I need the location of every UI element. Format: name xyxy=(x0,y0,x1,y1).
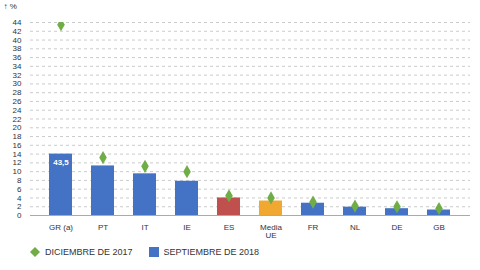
svg-text:36: 36 xyxy=(13,53,22,62)
svg-text:28: 28 xyxy=(13,88,22,97)
svg-text:GR (a): GR (a) xyxy=(49,223,73,232)
svg-text:42: 42 xyxy=(13,27,22,36)
svg-text:IE: IE xyxy=(183,223,191,232)
svg-text:MediaUE: MediaUE xyxy=(260,223,282,240)
svg-text:2: 2 xyxy=(17,202,22,211)
svg-text:12: 12 xyxy=(13,158,22,167)
svg-text:14: 14 xyxy=(13,150,22,159)
svg-text:10: 10 xyxy=(13,167,22,176)
svg-text:30: 30 xyxy=(13,79,22,88)
svg-text:6: 6 xyxy=(17,185,22,194)
svg-text:18: 18 xyxy=(13,132,22,141)
svg-text:16: 16 xyxy=(13,141,22,150)
html-text:SEPTIEMBRE DE 2018: SEPTIEMBRE DE 2018 xyxy=(163,247,260,257)
svg-text:PT: PT xyxy=(98,223,108,232)
svg-text:4: 4 xyxy=(17,194,22,203)
svg-text:32: 32 xyxy=(13,71,22,80)
svg-text:0: 0 xyxy=(17,211,22,220)
svg-text:38: 38 xyxy=(13,44,22,53)
svg-text:44: 44 xyxy=(13,18,22,27)
svg-text:8: 8 xyxy=(17,176,22,185)
svg-text:FR: FR xyxy=(308,223,319,232)
svg-text:26: 26 xyxy=(13,97,22,106)
svg-text:43,5: 43,5 xyxy=(53,158,69,167)
svg-text:20: 20 xyxy=(13,123,22,132)
svg-text:DE: DE xyxy=(391,223,402,232)
svg-text:34: 34 xyxy=(13,62,22,71)
svg-text:NL: NL xyxy=(350,223,361,232)
svg-text:40: 40 xyxy=(13,36,22,45)
svg-text:22: 22 xyxy=(13,115,22,124)
html-text:DICIEMBRE DE 2017: DICIEMBRE DE 2017 xyxy=(45,247,133,257)
svg-text:GB: GB xyxy=(433,223,445,232)
svg-text:24: 24 xyxy=(13,106,22,115)
svg-text:IT: IT xyxy=(141,223,148,232)
svg-text:ES: ES xyxy=(224,223,235,232)
svg-text:↑ %: ↑ % xyxy=(4,2,17,11)
